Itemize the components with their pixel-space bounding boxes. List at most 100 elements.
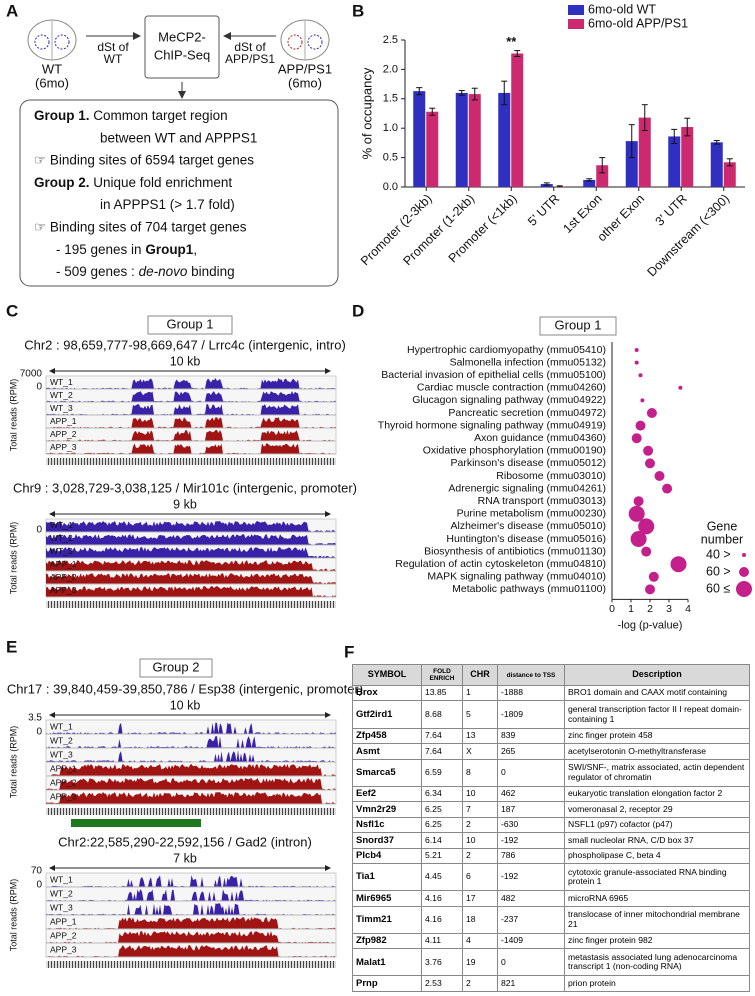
legend-label: 60 > [706,564,731,578]
table-cell: 0 [497,948,565,977]
chart-title: Group 1 [555,317,602,332]
arrow-label: APP/PS1 [225,52,275,66]
table-row: Gtf2ird1 8.68 5 -1809 general transcription … [352,700,750,729]
x-tick-label: 1st Exon [560,192,604,236]
header-cell: distance to TSS [497,663,565,687]
coverage-track [46,945,336,957]
x-tick-label: 2 [647,603,653,615]
category-label: Regulation of actin cytoskeleton (mmu048… [395,558,606,570]
panel-letter: E [6,637,17,656]
track-ymin: 0 [36,727,42,738]
summary-segment: in APPPS1 (> 1.7 fold) [100,197,235,212]
coverage-track [46,443,336,454]
coverage-track [46,722,336,734]
table-cell: 0 [497,758,565,787]
category-label: Thyroid hormone signaling pathway (mmu04… [378,419,606,431]
summary-segment: between WT and APPPS1 [100,130,257,145]
category-label: Oxidative phosphorylation (mmu00190) [423,445,606,457]
track-ymin: 0 [36,382,42,393]
summary-segment: - 509 genes : [56,264,139,279]
bar [511,53,524,187]
arrow-label: dSt of [97,40,129,54]
table-cell: Zfp982 [352,932,422,950]
table-cell: 4.16 [421,905,463,934]
table-cell: 18 [462,905,498,934]
track-label: APP_1 [50,416,77,426]
table-cell: translocase of inner mitochondrial membr… [564,905,750,934]
legend-label: 40 > [706,547,731,561]
header-cell: CHR [462,663,498,687]
track-label: WT_3 [50,403,73,413]
track-label: APP_1 [50,559,77,569]
table-cell: 10 [462,832,498,849]
center-box [144,15,220,79]
coverage-track [46,875,336,887]
panel-letter: F [344,642,354,661]
table-cell: Zfp458 [352,727,422,745]
category-label: Pancreatic secretion (mmu04972) [448,407,606,419]
table-row: Asmt 7.64 X 265 acetylserotonin O-methyltran… [352,743,750,760]
table-cell: 821 [497,975,565,992]
track-label: APP_3 [50,791,77,801]
table-cell: zinc finger protein 458 [564,727,750,745]
y-axis-label: Total reads (RPM) [8,879,18,952]
dot [645,584,655,595]
table-cell: 6 [462,863,498,892]
center-label: MeCP2- [158,29,206,44]
track-label: APP_1 [50,916,77,926]
group-label: Group 1 [167,316,214,331]
table-row: Mir6965 4.16 17 482 microRNA 6965 [352,890,750,907]
track-label: WT_1 [50,377,73,387]
track-label: APP_2 [50,777,77,787]
region-mark [54,34,70,50]
y-tick-label: 1.5 [383,93,398,105]
bar [468,94,481,187]
table-cell: Brox [352,685,422,702]
coverage-track [46,391,336,402]
table-cell: 6.34 [421,785,463,803]
x-tick-label: 3' UTR [653,192,690,229]
panel-letter: B [352,1,364,20]
coverage-track [46,750,336,762]
y-tick-label: 2.0 [383,63,398,75]
bar [681,127,694,187]
summary-segment: binding [187,264,234,279]
category-label: Adrenergic signaling (mmu04261) [448,482,606,494]
track-label: WT_3 [50,902,73,912]
bar [710,142,723,187]
legend-dot [739,567,749,577]
table-cell: Smarca5 [352,758,422,787]
table-cell: 1 [462,685,498,702]
y-axis-label: % of occupancy [359,67,374,159]
table-cell: acetylserotonin O-methyltransferase [564,743,750,760]
dot [638,518,655,535]
table-cell: 2 [462,847,498,865]
group-box [139,658,213,678]
table-cell: 265 [497,743,565,760]
legend-dot [736,581,752,597]
summary-segment: Common target region [90,108,228,123]
track-label: WT_2 [50,735,73,745]
bar [625,141,638,187]
table-cell: Snord37 [352,832,422,849]
summary-line: between WT and APPPS1 [100,130,257,145]
table-cell: Nsfl1c [352,816,422,834]
table-cell: Mir6965 [352,890,422,907]
x-tick-label: 5' UTR [525,192,562,229]
table-cell: 6.25 [421,816,463,834]
summary-segment: ☞ Binding sites of 704 target genes [34,219,247,234]
arrow-label: WT [104,52,123,66]
table-cell: 5 [462,700,498,729]
track-label: APP_1 [50,763,77,773]
table-cell: 13.85 [421,685,463,702]
genome-bar [46,458,336,465]
coverage-track [46,792,336,804]
legend-swatch [568,19,584,29]
table-cell: vomeronasal 2, receptor 29 [564,801,750,818]
table-cell: -1409 [497,932,565,950]
coverage-track [46,417,336,428]
gene-model [71,819,201,827]
dot [654,471,665,481]
arrow-label: dSt of [234,40,266,54]
table-row: Smarca5 6.59 8 0 SWI/SNF-, matrix associated… [352,758,750,787]
